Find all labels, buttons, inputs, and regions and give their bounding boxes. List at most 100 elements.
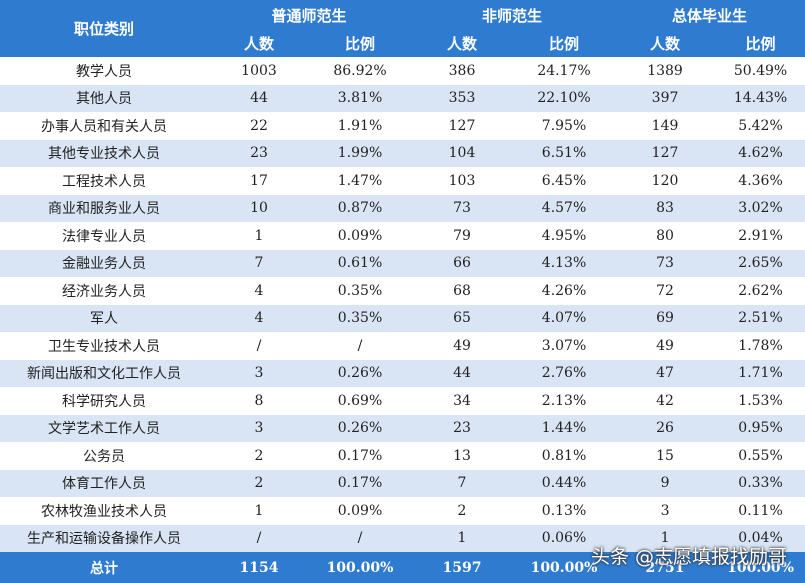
cell: 2.62% — [738, 282, 783, 299]
total-row: 总计 1154 100.00% 1597 100.00% 2751 100.00% — [0, 552, 805, 583]
cell: 2 — [457, 502, 467, 519]
cell: 0.35% — [337, 282, 383, 299]
cell: 1.53% — [738, 392, 783, 409]
cell: 127 — [614, 139, 717, 167]
cell: 1597 — [410, 552, 515, 583]
cell: 120 — [651, 172, 679, 189]
row-label: 生产和运输设备操作人员 — [0, 524, 208, 552]
cell: 10 — [208, 194, 310, 222]
cell: 80 — [656, 227, 674, 244]
row-label: 科学研究人员 — [62, 393, 146, 410]
cell: 50.49% — [733, 62, 788, 79]
header-row: 人数 比例 人数 比例 人数 比例 — [0, 30, 805, 57]
cell: 7.95% — [541, 117, 587, 134]
table-row: 法律专业人员 1 0.09% 79 4.95% 80 2.91% — [0, 222, 805, 250]
cell: 0.55% — [738, 447, 783, 464]
cell: 1.71% — [716, 359, 805, 387]
cell: 4 — [208, 304, 310, 332]
header-cell: 人数 — [208, 30, 310, 57]
table-row: 科学研究人员 8 0.69% 34 2.13% 42 1.53% — [0, 387, 805, 415]
row-label: 文学艺术工作人员 — [0, 414, 208, 442]
cell: 0.44% — [514, 469, 615, 497]
row-label: 办事人员和有关人员 — [41, 118, 167, 135]
cell: 4.95% — [541, 227, 587, 244]
cell: 15 — [656, 447, 674, 464]
table-row: 教学人员 1003 86.92% 386 24.17% 1389 50.49% — [0, 57, 805, 85]
cell: 0.61% — [310, 249, 411, 277]
cell: 49 — [453, 337, 471, 354]
cell: 23 — [410, 414, 515, 442]
cell: 7 — [410, 469, 515, 497]
cell: 47 — [614, 359, 717, 387]
cell: 100.00% — [514, 552, 615, 583]
table-row: 办事人员和有关人员 22 1.91% 127 7.95% 149 5.42% — [0, 112, 805, 140]
table-row: 体育工作人员 2 0.17% 7 0.44% 9 0.33% — [0, 469, 805, 497]
cell: 17 — [250, 172, 268, 189]
cell: 1 — [254, 502, 264, 519]
cell: 2.51% — [716, 304, 805, 332]
row-label: 农林牧渔业技术人员 — [41, 503, 167, 520]
cell: 23 — [208, 139, 310, 167]
cell: 0.04% — [716, 524, 805, 552]
table-row: 农林牧渔业技术人员 1 0.09% 2 0.13% 3 0.11% — [0, 497, 805, 525]
cell: 24.17% — [537, 62, 591, 79]
cell: 0.09% — [337, 227, 383, 244]
cell: 79 — [453, 227, 471, 244]
header-cell: 比例 — [310, 30, 411, 57]
cell: 1389 — [647, 62, 683, 79]
cell: 44 — [208, 84, 310, 112]
table-row: 经济业务人员 4 0.35% 68 4.26% 72 2.62% — [0, 277, 805, 305]
cell: 353 — [410, 84, 515, 112]
row-label: 体育工作人员 — [0, 469, 208, 497]
cell: 86.92% — [333, 62, 387, 79]
header-row: 职位类别 普通师范生 非师范生 总体毕业生 — [0, 0, 805, 57]
cell: 0.26% — [310, 359, 411, 387]
cell: / — [256, 337, 262, 354]
cell: 1003 — [241, 62, 277, 79]
cell: 149 — [651, 117, 679, 134]
cell: 103 — [448, 172, 476, 189]
table-row: 公务员 2 0.17% 13 0.81% 15 0.55% — [0, 442, 805, 470]
header-cell: 总体毕业生 — [614, 0, 805, 30]
cell: 34 — [453, 392, 471, 409]
cell: 0.17% — [337, 447, 383, 464]
row-label: 经济业务人员 — [62, 283, 146, 300]
cell: 9 — [614, 469, 717, 497]
cell: 100.00% — [716, 552, 805, 583]
header-cell: 非师范生 — [410, 0, 615, 30]
cell: 14.43% — [716, 84, 805, 112]
table-row: 其他专业技术人员 23 1.99% 104 6.51% 127 4.62% — [0, 139, 805, 167]
cell: 1154 — [208, 552, 310, 583]
table-row: 其他人员 44 3.81% 353 22.10% 397 14.43% — [0, 84, 805, 112]
row-label: 其他人员 — [0, 84, 208, 112]
cell: 4.57% — [514, 194, 615, 222]
cell: 4.26% — [541, 282, 587, 299]
cell: 3 — [660, 502, 670, 519]
row-label: 工程技术人员 — [62, 173, 146, 190]
cell: 68 — [453, 282, 471, 299]
cell: 73 — [410, 194, 515, 222]
cell: 0.26% — [310, 414, 411, 442]
cell: 1 — [254, 227, 264, 244]
cell: 2 — [208, 469, 310, 497]
header-cell: 人数 — [614, 30, 717, 57]
cell: 44 — [410, 359, 515, 387]
cell: 22 — [250, 117, 268, 134]
cell: 72 — [656, 282, 674, 299]
cell: 0.87% — [310, 194, 411, 222]
cell: 0.17% — [310, 469, 411, 497]
cell: 8 — [254, 392, 264, 409]
cell: 2.13% — [541, 392, 587, 409]
cell: 397 — [614, 84, 717, 112]
header-cell: 人数 — [410, 30, 515, 57]
cell: / — [208, 524, 310, 552]
header-cell: 普通师范生 — [208, 0, 411, 30]
table-row: 文学艺术工作人员 3 0.26% 23 1.44% 26 0.95% — [0, 414, 805, 442]
cell: 2.91% — [738, 227, 783, 244]
watermark: 头条 @志愿填报找励哥 — [590, 546, 787, 568]
cell: 4.36% — [738, 172, 783, 189]
cell: 3.81% — [310, 84, 411, 112]
cell: 127 — [448, 117, 476, 134]
